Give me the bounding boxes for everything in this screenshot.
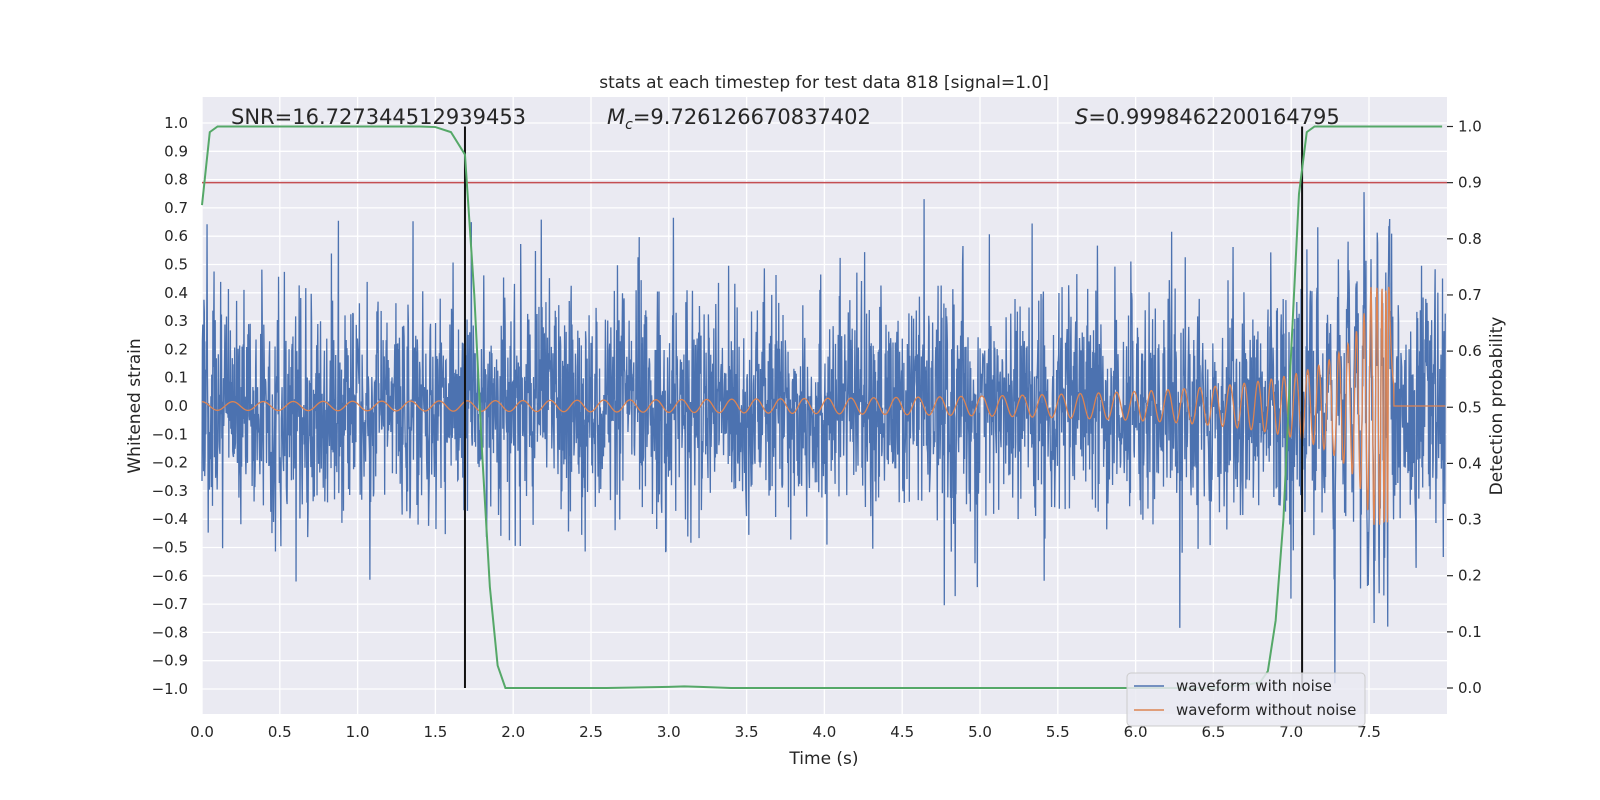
score-symbol: S: [1075, 105, 1088, 129]
x-tick-label: 4.0: [812, 723, 836, 741]
y-axis-label: Whitened strain: [125, 338, 145, 473]
y-tick-label: 0.9: [164, 142, 188, 160]
x-tick-label: 1.5: [423, 723, 447, 741]
chirp-mass-subscript: c: [625, 117, 633, 133]
x-tick-label: 0.0: [190, 723, 214, 741]
detection-probability-line: [201, 125, 1443, 689]
x-tick-label: 1.0: [346, 723, 370, 741]
y-tick-label: −0.3: [152, 482, 188, 500]
x-tick-label: 2.0: [501, 723, 525, 741]
y2-tick-label: 1.0: [1458, 118, 1482, 136]
y-tick-label: 0.0: [164, 397, 188, 415]
x-tick-label: 4.5: [890, 723, 914, 741]
y2-tick-label: 0.3: [1458, 511, 1482, 529]
y-tick-label: 0.4: [164, 284, 188, 302]
legend-box: [1126, 672, 1366, 727]
x-axis-label: Time (s): [788, 749, 858, 769]
y2-tick-label: 0.0: [1458, 679, 1482, 697]
y-tick-label: −0.9: [152, 652, 188, 670]
legend: waveform with noise waveform without noi…: [1126, 672, 1366, 727]
y-tick-label: −0.7: [152, 595, 188, 613]
x-tick-label: 7.0: [1279, 723, 1303, 741]
overlay-layer: [201, 125, 1447, 689]
y2-tick-label: 0.7: [1458, 286, 1482, 304]
score-annotation: S=0.9998462200164795: [1075, 105, 1340, 129]
x-tick-label: 3.5: [735, 723, 759, 741]
snr-annotation: SNR=16.727344512939453: [231, 105, 526, 129]
legend-label-clean: waveform without noise: [1176, 701, 1356, 719]
y-tick-label: 0.1: [164, 369, 188, 387]
y2-tick-label: 0.6: [1458, 342, 1482, 360]
y2-tick-label: 0.2: [1458, 567, 1482, 585]
x-tick-label: 3.0: [657, 723, 681, 741]
y2-tick-label: 0.8: [1458, 230, 1482, 248]
y-tick-label: 0.7: [164, 199, 188, 217]
y-tick-label: 0.8: [164, 171, 188, 189]
y-tick-label: −0.4: [152, 510, 188, 528]
y-tick-label: −0.2: [152, 454, 188, 472]
x-tick-label: 6.0: [1124, 723, 1148, 741]
y-tick-label: −0.5: [152, 539, 188, 557]
y-tick-label: −0.1: [152, 425, 188, 443]
y-tick-label: 0.2: [164, 340, 188, 358]
series-layer: [201, 192, 1446, 684]
y-tick-label: −0.6: [152, 567, 188, 585]
chirp-mass-value: =9.726126670837402: [633, 105, 871, 129]
chirp-mass-annotation: Mc=9.726126670837402: [607, 105, 871, 133]
y2-axis-label: Detection probability: [1487, 317, 1507, 496]
x-tick-label: 0.5: [268, 723, 292, 741]
x-tick-label: 6.5: [1201, 723, 1225, 741]
y-tick-label: 1.0: [164, 114, 188, 132]
y-tick-label: 0.5: [164, 256, 188, 274]
noisy-waveform-line: [201, 192, 1446, 684]
y-tick-label: −0.8: [152, 623, 188, 641]
score-value: =0.9998462200164795: [1088, 105, 1339, 129]
clean-waveform-line: [201, 286, 1446, 525]
y2-tick-label: 0.9: [1458, 174, 1482, 192]
y-tick-label: 0.6: [164, 227, 188, 245]
x-tick-label: 5.0: [968, 723, 992, 741]
axis-layer: 0.0 0.5 1.0 1.5 2.0 2.5 3.0 3.5 4.0 4.5 5.0 5.5 6.0 6…: [152, 114, 1482, 741]
x-tick-label: 5.5: [1046, 723, 1070, 741]
y-tick-label: 0.3: [164, 312, 188, 330]
chart-title: stats at each timestep for test data 818…: [599, 73, 1049, 93]
legend-label-noise: waveform with noise: [1176, 677, 1332, 695]
x-tick-label: 2.5: [579, 723, 603, 741]
y2-tick-label: 0.1: [1458, 623, 1482, 641]
y-tick-label: −1.0: [152, 680, 188, 698]
y2-tick-label: 0.4: [1458, 454, 1482, 472]
x-tick-label: 7.5: [1357, 723, 1381, 741]
chirp-mass-symbol: M: [607, 105, 625, 129]
y2-tick-label: 0.5: [1458, 398, 1482, 416]
